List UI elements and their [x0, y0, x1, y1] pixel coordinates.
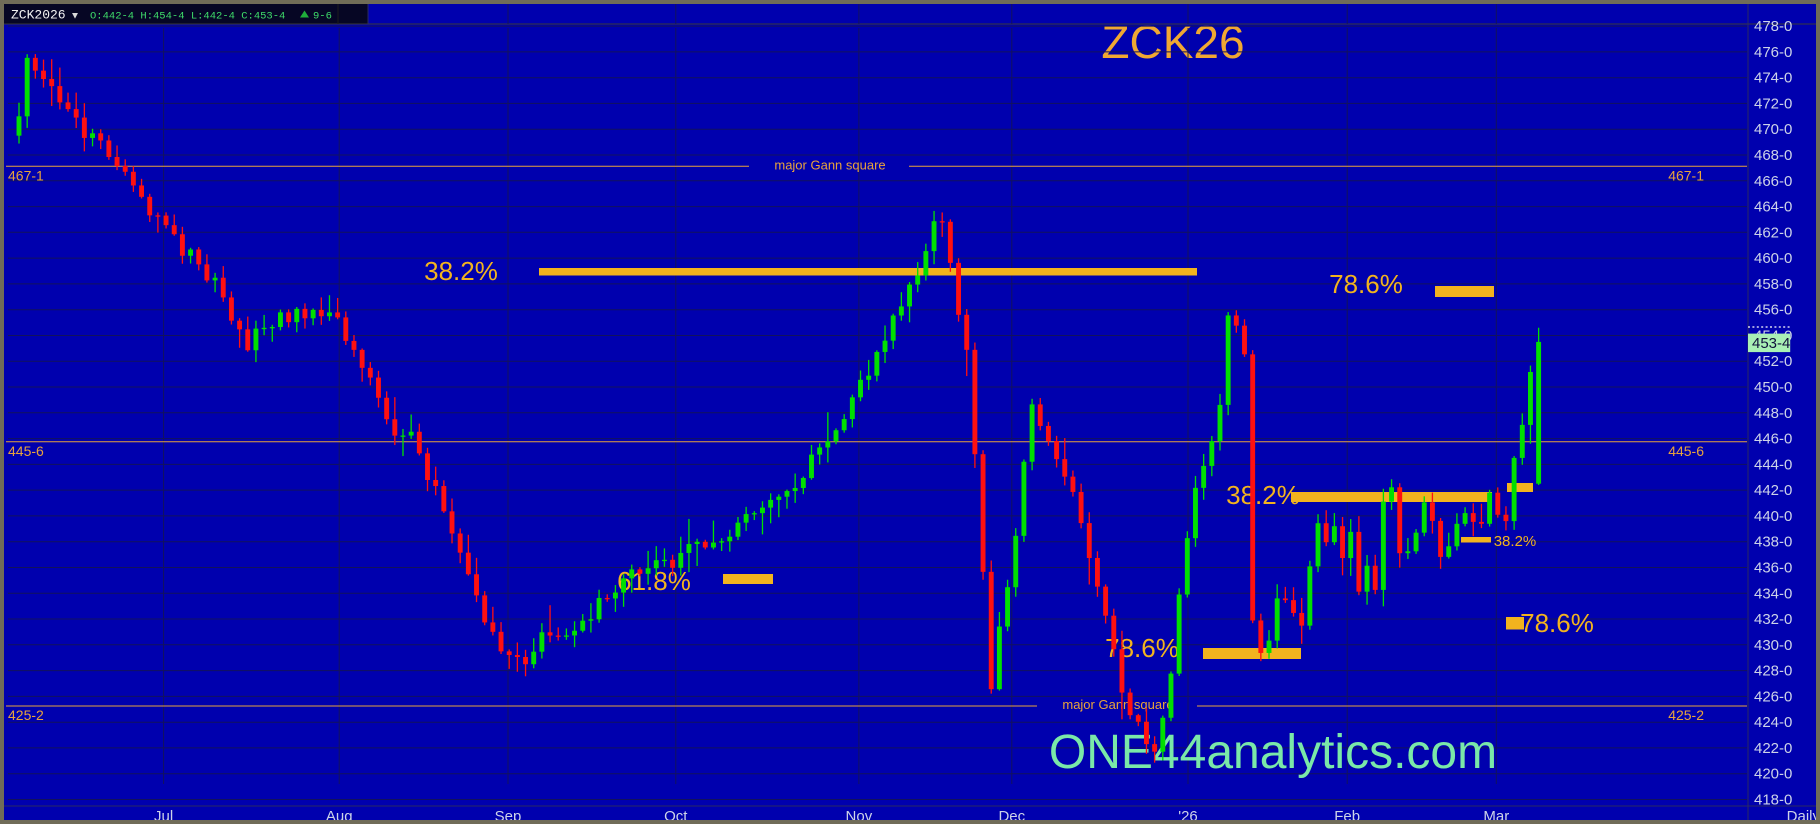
svg-text:453-4: 453-4	[1752, 335, 1790, 352]
svg-text:major Gann square: major Gann square	[774, 157, 885, 172]
svg-text:Aug: Aug	[326, 808, 353, 820]
svg-text:470-0: 470-0	[1754, 121, 1792, 138]
svg-text:38.2%: 38.2%	[1494, 533, 1537, 550]
svg-text:436-0: 436-0	[1754, 560, 1792, 577]
svg-text:478-0: 478-0	[1754, 18, 1792, 35]
svg-text:430-0: 430-0	[1754, 637, 1792, 654]
svg-text:432-0: 432-0	[1754, 611, 1792, 628]
svg-text:420-0: 420-0	[1754, 766, 1792, 783]
svg-text:425-2: 425-2	[1668, 707, 1704, 723]
svg-text:Dec: Dec	[998, 808, 1025, 820]
svg-text:426-0: 426-0	[1754, 688, 1792, 705]
svg-text:467-1: 467-1	[1668, 167, 1704, 183]
svg-text:ZCK2026: ZCK2026	[11, 8, 66, 23]
svg-text:456-0: 456-0	[1754, 302, 1792, 319]
svg-text:O:442-4 H:454-4 L:442-4 C:453-: O:442-4 H:454-4 L:442-4 C:453-4	[90, 11, 285, 23]
svg-text:Sep: Sep	[495, 808, 522, 820]
svg-text:78.6%: 78.6%	[1520, 608, 1594, 638]
svg-text:434-0: 434-0	[1754, 585, 1792, 602]
svg-text:440-0: 440-0	[1754, 508, 1792, 525]
svg-text:38.2%: 38.2%	[1226, 480, 1300, 510]
svg-text:▼: ▼	[72, 12, 78, 23]
svg-text:462-0: 462-0	[1754, 224, 1792, 241]
svg-text:474-0: 474-0	[1754, 70, 1792, 87]
svg-text:444-0: 444-0	[1754, 456, 1792, 473]
svg-text:major Gann square: major Gann square	[1062, 697, 1173, 712]
svg-text:460-0: 460-0	[1754, 250, 1792, 267]
svg-text:78.6%: 78.6%	[1329, 269, 1403, 299]
svg-text:466-0: 466-0	[1754, 173, 1792, 190]
svg-text:448-0: 448-0	[1754, 405, 1792, 422]
svg-text:445-6: 445-6	[8, 443, 44, 459]
svg-text:446-0: 446-0	[1754, 431, 1792, 448]
svg-text:Nov: Nov	[846, 808, 873, 820]
svg-text:452-0: 452-0	[1754, 353, 1792, 370]
svg-text:ONE44analytics.com: ONE44analytics.com	[1049, 726, 1497, 779]
svg-text:442-0: 442-0	[1754, 482, 1792, 499]
svg-text:'26: '26	[1178, 808, 1198, 820]
svg-text:472-0: 472-0	[1754, 95, 1792, 112]
svg-text:Feb: Feb	[1334, 808, 1360, 820]
svg-text:425-2: 425-2	[8, 707, 44, 723]
svg-text:424-0: 424-0	[1754, 714, 1792, 731]
svg-text:445-6: 445-6	[1668, 443, 1704, 459]
svg-text:458-0: 458-0	[1754, 276, 1792, 293]
svg-text:428-0: 428-0	[1754, 663, 1792, 680]
svg-text:438-0: 438-0	[1754, 534, 1792, 551]
svg-text:61.8%: 61.8%	[617, 566, 691, 596]
svg-text:467-1: 467-1	[8, 167, 44, 183]
svg-text:Daily: Daily	[1787, 808, 1816, 820]
svg-text:450-0: 450-0	[1754, 379, 1792, 396]
svg-text:468-0: 468-0	[1754, 147, 1792, 164]
svg-text:9-6: 9-6	[313, 11, 332, 23]
svg-text:476-0: 476-0	[1754, 44, 1792, 61]
svg-text:Jul: Jul	[154, 808, 173, 820]
svg-text:422-0: 422-0	[1754, 740, 1792, 757]
svg-text:ZCK26: ZCK26	[1101, 16, 1244, 68]
svg-text:Mar: Mar	[1483, 808, 1509, 820]
svg-text:38.2%: 38.2%	[424, 256, 498, 286]
svg-text:Oct: Oct	[664, 808, 688, 820]
svg-text:464-0: 464-0	[1754, 199, 1792, 216]
